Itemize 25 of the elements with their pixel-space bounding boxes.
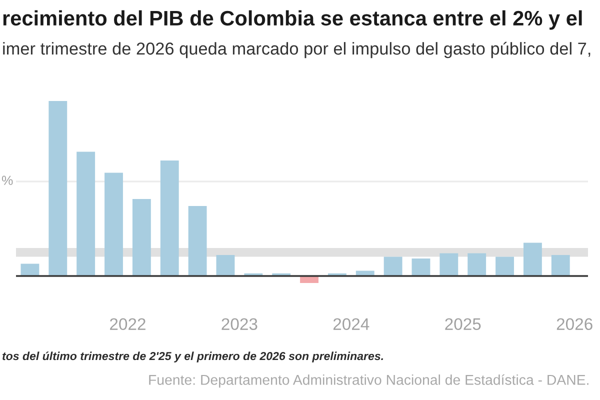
bar [468,253,486,276]
bar [132,199,151,276]
source-note: Fuente: Departamento Administrativo Nacional de Estadística - DANE. [149,374,588,388]
bar [20,264,40,276]
ref-line-label: % [2,176,13,186]
bar [412,258,430,276]
bar [523,242,542,276]
bar [496,256,514,276]
bar [188,206,207,276]
chart-subtitle: imer trimestre de 2026 queda marcado por el impulso del gasto público del 7, [3,42,590,58]
bar [216,255,235,276]
x-tick-label: 2025 [445,318,481,330]
chart-title: recimiento del PIB de Colombia se estanca entre el 2% y el [3,10,582,30]
bar [48,101,68,276]
x-tick-label: 2022 [110,318,146,330]
bar [384,256,402,276]
x-tick-label: 2026 [556,318,592,330]
x-tick-label: 2023 [222,318,258,330]
x-tick-label: 2024 [333,318,370,330]
bar [160,160,179,276]
bar [551,255,570,276]
bar [76,152,96,276]
bar [104,172,123,276]
text: tos del último trimestre de 2'25 y el primero de 2026 son preliminares. [2,352,384,362]
bar [440,253,458,276]
